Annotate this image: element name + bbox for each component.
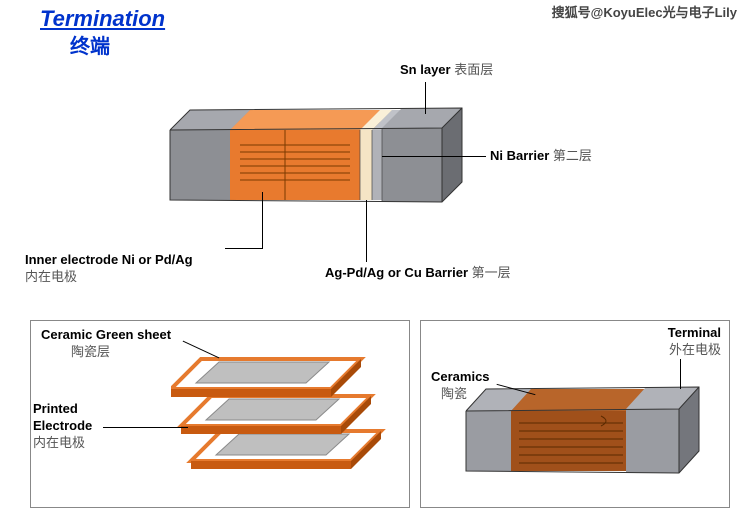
leader-inner-electrode	[262, 192, 263, 248]
label-ceramics-cn: 陶瓷	[441, 386, 490, 403]
leader-sn-layer	[425, 82, 426, 114]
panel-assembled: Terminal 外在电极 Ceramics 陶瓷	[420, 320, 730, 508]
label-ag-pd-barrier: Ag-Pd/Ag or Cu Barrier 第一层	[325, 265, 511, 282]
label-terminal-en: Terminal	[668, 325, 721, 342]
leader-inner-electrode-h	[225, 248, 263, 249]
leader-terminal	[680, 359, 681, 389]
label-ceramic-sheet-cn: 陶瓷层	[71, 344, 171, 361]
label-printed-electrode-en1: Printed	[33, 401, 92, 418]
label-terminal-cn: 外在电极	[668, 342, 721, 359]
label-printed-electrode-en2: Electrode	[33, 418, 92, 435]
label-ag-pd-barrier-en: Ag-Pd/Ag or Cu Barrier	[325, 265, 468, 280]
watermark-text: 搜狐号@KoyuElec光与电子Lily	[552, 2, 737, 21]
label-ni-barrier-en: Ni Barrier	[490, 148, 549, 163]
label-printed-electrode: Printed Electrode 内在电极	[33, 401, 92, 452]
top-capacitor-diagram	[150, 70, 490, 250]
label-inner-electrode: Inner electrode Ni or Pd/Ag 内在电极	[25, 252, 193, 286]
label-ni-barrier-cn: 第二层	[553, 148, 592, 163]
label-sn-layer-en: Sn layer	[400, 62, 451, 77]
label-sn-layer: Sn layer 表面层	[400, 62, 493, 79]
label-printed-electrode-cn: 内在电极	[33, 435, 92, 452]
label-ceramic-sheet-en: Ceramic Green sheet	[41, 327, 171, 344]
label-ceramics: Ceramics 陶瓷	[431, 369, 490, 403]
label-ag-pd-barrier-cn: 第一层	[472, 265, 511, 280]
panel-layers: Ceramic Green sheet 陶瓷层 Printed Electrod…	[30, 320, 410, 508]
leader-ni-barrier	[382, 156, 486, 157]
label-terminal: Terminal 外在电极	[668, 325, 721, 359]
title-cn: 终端	[70, 30, 165, 59]
label-ni-barrier: Ni Barrier 第二层	[490, 148, 592, 165]
assembled-capacitor-diagram	[451, 361, 711, 501]
leader-printed-electrode	[103, 427, 188, 428]
leader-ag-pd-barrier	[366, 200, 367, 262]
header: Termination 终端	[40, 6, 165, 59]
label-ceramic-sheet: Ceramic Green sheet 陶瓷层	[41, 327, 171, 361]
label-inner-electrode-en: Inner electrode Ni or Pd/Ag	[25, 252, 193, 269]
label-sn-layer-cn: 表面层	[454, 62, 493, 77]
label-inner-electrode-cn: 内在电极	[25, 269, 193, 286]
title-en: Termination	[40, 6, 165, 32]
ceramic-layers-diagram	[171, 331, 401, 506]
label-ceramics-en: Ceramics	[431, 369, 490, 386]
